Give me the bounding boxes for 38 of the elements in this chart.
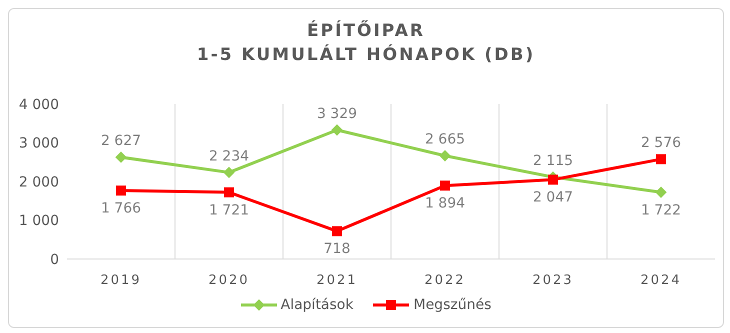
data-label: 2 627 <box>100 133 142 150</box>
x-tick-label: 2023 <box>532 273 574 288</box>
point <box>116 186 126 196</box>
legend-label: Alapítások <box>280 297 354 313</box>
point <box>656 186 666 198</box>
y-tick-label: 1 000 <box>18 213 59 230</box>
x-tick-label: 2019 <box>100 273 142 288</box>
point <box>224 187 234 198</box>
point <box>656 154 666 164</box>
x-tick-label: 2024 <box>640 273 682 288</box>
data-label: 2 115 <box>532 153 574 170</box>
point <box>116 152 126 163</box>
point <box>440 150 450 162</box>
chart-title: ÉPÍTŐIPAR <box>306 19 426 43</box>
data-label: 1 766 <box>100 200 142 217</box>
data-label: 2 576 <box>640 135 682 152</box>
y-tick-label: 3 000 <box>18 136 59 152</box>
point <box>548 174 558 185</box>
data-label: 3 329 <box>316 106 358 122</box>
point <box>332 226 342 236</box>
data-label: 2 047 <box>532 190 574 206</box>
data-label: 2 665 <box>424 132 466 148</box>
data-label: 2 234 <box>208 148 250 164</box>
y-tick-label: 4 000 <box>18 96 59 113</box>
point <box>440 180 450 191</box>
legend-label: Megszűnés <box>413 297 492 313</box>
y-tick-label: 0 <box>50 252 59 268</box>
data-label: 718 <box>324 241 350 258</box>
point <box>224 166 234 178</box>
data-label: 1 894 <box>424 196 466 212</box>
x-tick-label: 2022 <box>424 273 466 288</box>
point <box>332 124 342 136</box>
y-tick-label: 2 000 <box>18 174 59 190</box>
data-label: 1 722 <box>640 202 682 218</box>
data-label: 1 721 <box>208 202 250 218</box>
chart-subtitle: 1-5 KUMULÁLT HÓNAPOK (DB) <box>196 43 536 67</box>
x-tick-label: 2020 <box>208 273 250 288</box>
x-tick-label: 2021 <box>316 273 358 288</box>
